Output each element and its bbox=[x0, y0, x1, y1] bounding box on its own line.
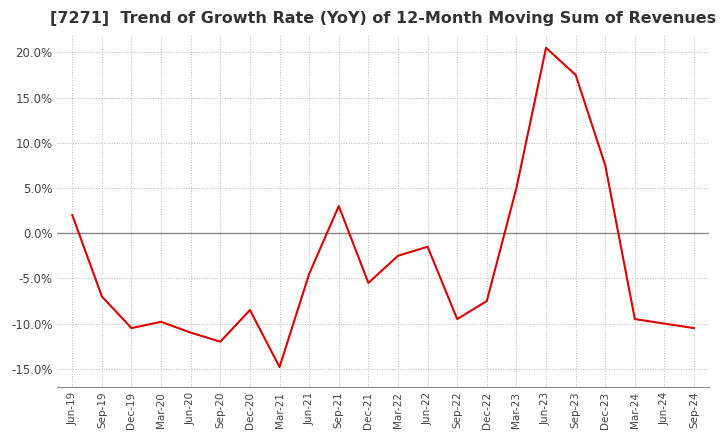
Title: [7271]  Trend of Growth Rate (YoY) of 12-Month Moving Sum of Revenues: [7271] Trend of Growth Rate (YoY) of 12-… bbox=[50, 11, 716, 26]
